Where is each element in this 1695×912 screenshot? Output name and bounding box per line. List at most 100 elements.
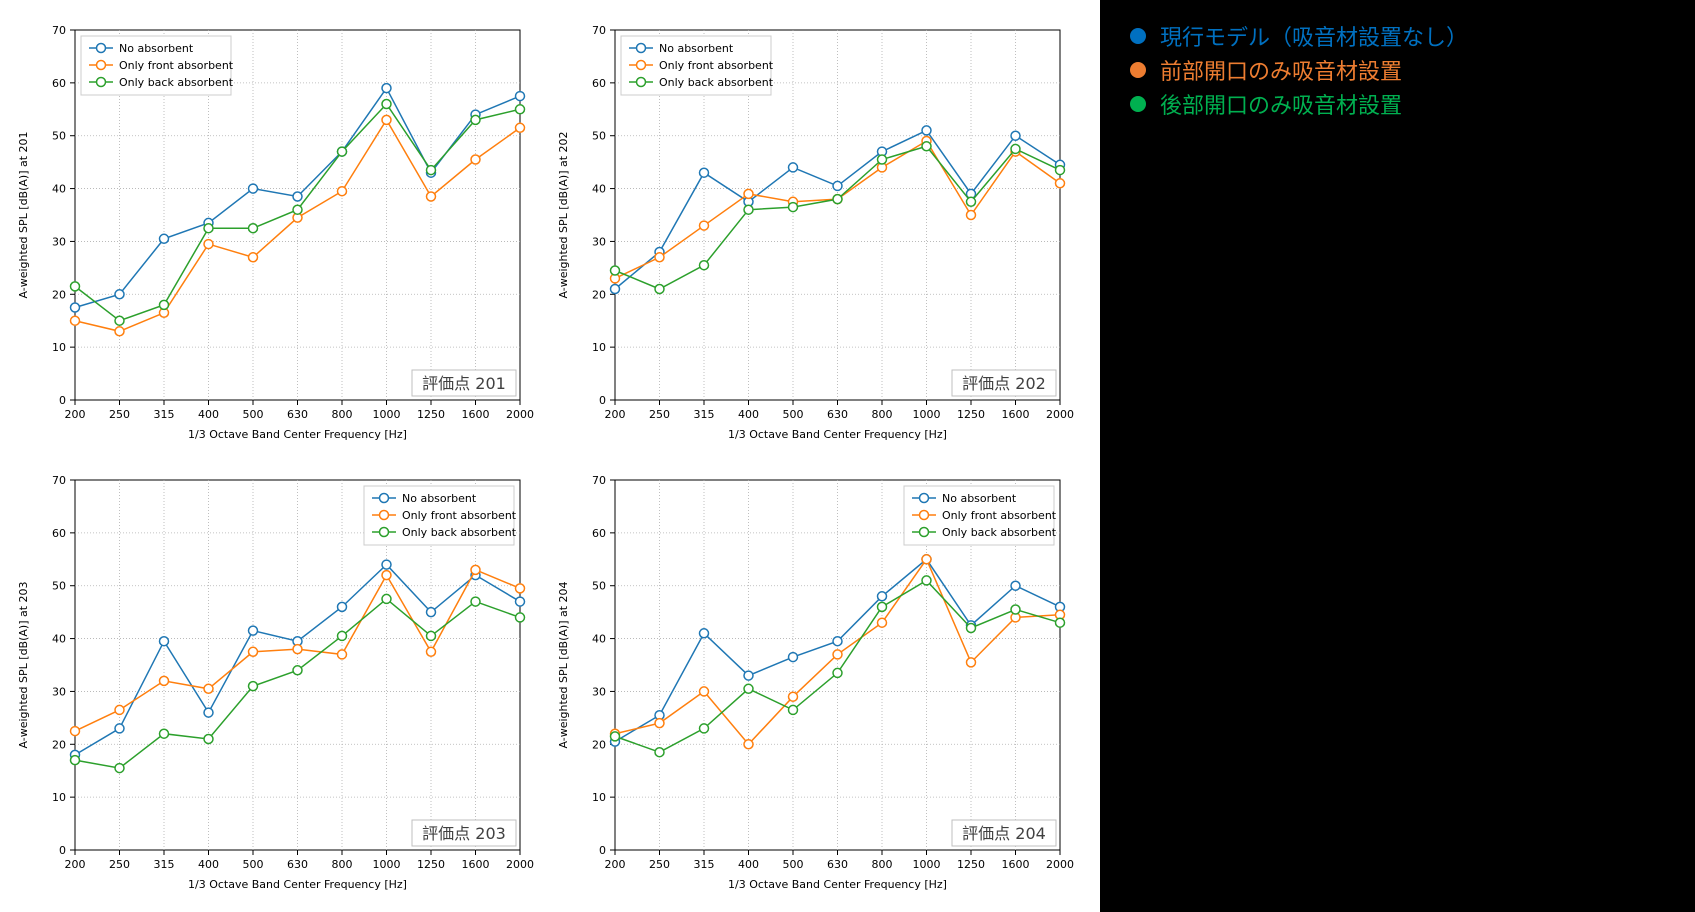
series-marker-no: [160, 234, 169, 243]
series-marker-front: [967, 211, 976, 220]
subplot-p204: 0102030405060702002503154005006308001000…: [540, 450, 1080, 900]
series-marker-back: [789, 705, 798, 714]
y-tick-label: 60: [592, 77, 606, 90]
x-tick-label: 2000: [506, 408, 534, 421]
series-marker-no: [1011, 581, 1020, 590]
series-marker-no: [516, 92, 525, 101]
series-marker-no: [744, 671, 753, 680]
series-marker-back: [427, 631, 436, 640]
x-tick-label: 200: [65, 858, 86, 871]
series-marker-no: [293, 192, 302, 201]
series-marker-front: [249, 647, 258, 656]
series-marker-front: [700, 687, 709, 696]
y-tick-label: 20: [592, 738, 606, 751]
series-marker-back: [833, 195, 842, 204]
chart-legend-label: Only back absorbent: [942, 526, 1057, 539]
x-tick-label: 400: [738, 408, 759, 421]
chart-legend-label: Only front absorbent: [119, 59, 234, 72]
x-axis-label: 1/3 Octave Band Center Frequency [Hz]: [188, 428, 407, 441]
x-tick-label: 250: [649, 408, 670, 421]
y-axis-label: A-weighted SPL [dB(A)] at 204: [557, 581, 570, 748]
series-marker-back: [516, 105, 525, 114]
series-marker-front: [427, 647, 436, 656]
series-marker-front: [382, 115, 391, 124]
y-tick-label: 70: [52, 474, 66, 487]
series-marker-back: [293, 205, 302, 214]
y-tick-label: 10: [592, 791, 606, 804]
y-tick-label: 70: [52, 24, 66, 37]
x-tick-label: 200: [605, 858, 626, 871]
x-tick-label: 400: [738, 858, 759, 871]
series-marker-front: [71, 316, 80, 325]
x-tick-label: 500: [243, 858, 264, 871]
series-marker-no: [71, 303, 80, 312]
annotation-box: 評価点 204: [952, 820, 1056, 846]
legend-dot-icon: [1130, 28, 1146, 44]
y-tick-label: 70: [592, 24, 606, 37]
x-axis-label: 1/3 Octave Band Center Frequency [Hz]: [728, 428, 947, 441]
series-marker-no: [516, 597, 525, 606]
y-tick-label: 10: [592, 341, 606, 354]
x-tick-label: 800: [332, 408, 353, 421]
series-marker-no: [427, 608, 436, 617]
x-tick-label: 1250: [957, 408, 985, 421]
series-marker-front: [922, 555, 931, 564]
series-marker-no: [160, 637, 169, 646]
series-marker-no: [611, 285, 620, 294]
annotation-box: 評価点 202: [952, 370, 1056, 396]
x-tick-label: 250: [649, 858, 670, 871]
chart-legend-label: Only back absorbent: [659, 76, 774, 89]
series-marker-back: [382, 594, 391, 603]
series-marker-no: [922, 126, 931, 135]
series-marker-no: [382, 84, 391, 93]
series-marker-front: [744, 189, 753, 198]
y-tick-label: 20: [52, 288, 66, 301]
series-marker-back: [160, 300, 169, 309]
series-marker-no: [115, 290, 124, 299]
chart-legend-label: No absorbent: [942, 492, 1017, 505]
x-tick-label: 1000: [373, 408, 401, 421]
series-marker-back: [922, 142, 931, 151]
y-tick-label: 10: [52, 791, 66, 804]
annotation-box: 評価点 203: [412, 820, 516, 846]
annotation-label: 評価点 202: [962, 374, 1046, 393]
series-marker-front: [744, 740, 753, 749]
x-tick-label: 500: [783, 408, 804, 421]
series-marker-no: [382, 560, 391, 569]
side-legend-item: 現行モデル（吸音材設置なし）: [1120, 20, 1675, 52]
series-marker-no: [338, 602, 347, 611]
series-marker-no: [789, 653, 798, 662]
x-tick-label: 1600: [462, 858, 490, 871]
series-marker-front: [655, 719, 664, 728]
series-marker-back: [700, 724, 709, 733]
series-marker-front: [115, 705, 124, 714]
y-tick-label: 30: [52, 685, 66, 698]
series-marker-back: [471, 597, 480, 606]
charts-panel: 0102030405060702002503154005006308001000…: [0, 0, 1100, 912]
y-axis-label: A-weighted SPL [dB(A)] at 203: [17, 581, 30, 748]
annotation-label: 評価点 201: [422, 374, 506, 393]
x-tick-label: 630: [827, 858, 848, 871]
series-marker-back: [204, 735, 213, 744]
y-tick-label: 70: [592, 474, 606, 487]
series-marker-back: [1011, 144, 1020, 153]
x-tick-label: 200: [65, 408, 86, 421]
series-line-front: [615, 141, 1060, 278]
series-marker-front: [427, 192, 436, 201]
series-marker-front: [71, 727, 80, 736]
chart-legend-label: Only back absorbent: [119, 76, 234, 89]
x-tick-label: 500: [783, 858, 804, 871]
x-tick-label: 2000: [1046, 408, 1074, 421]
y-axis-label: A-weighted SPL [dB(A)] at 202: [557, 131, 570, 298]
legend-dot-icon: [1130, 62, 1146, 78]
series-marker-front: [1056, 179, 1065, 188]
y-tick-label: 40: [592, 633, 606, 646]
chart-legend-label: Only front absorbent: [402, 509, 517, 522]
series-marker-front: [338, 650, 347, 659]
y-tick-label: 50: [52, 580, 66, 593]
chart-legend: No absorbentOnly front absorbentOnly bac…: [364, 486, 517, 545]
y-tick-label: 40: [52, 183, 66, 196]
chart-legend: No absorbentOnly front absorbentOnly bac…: [904, 486, 1057, 545]
series-marker-front: [382, 571, 391, 580]
series-marker-front: [204, 684, 213, 693]
